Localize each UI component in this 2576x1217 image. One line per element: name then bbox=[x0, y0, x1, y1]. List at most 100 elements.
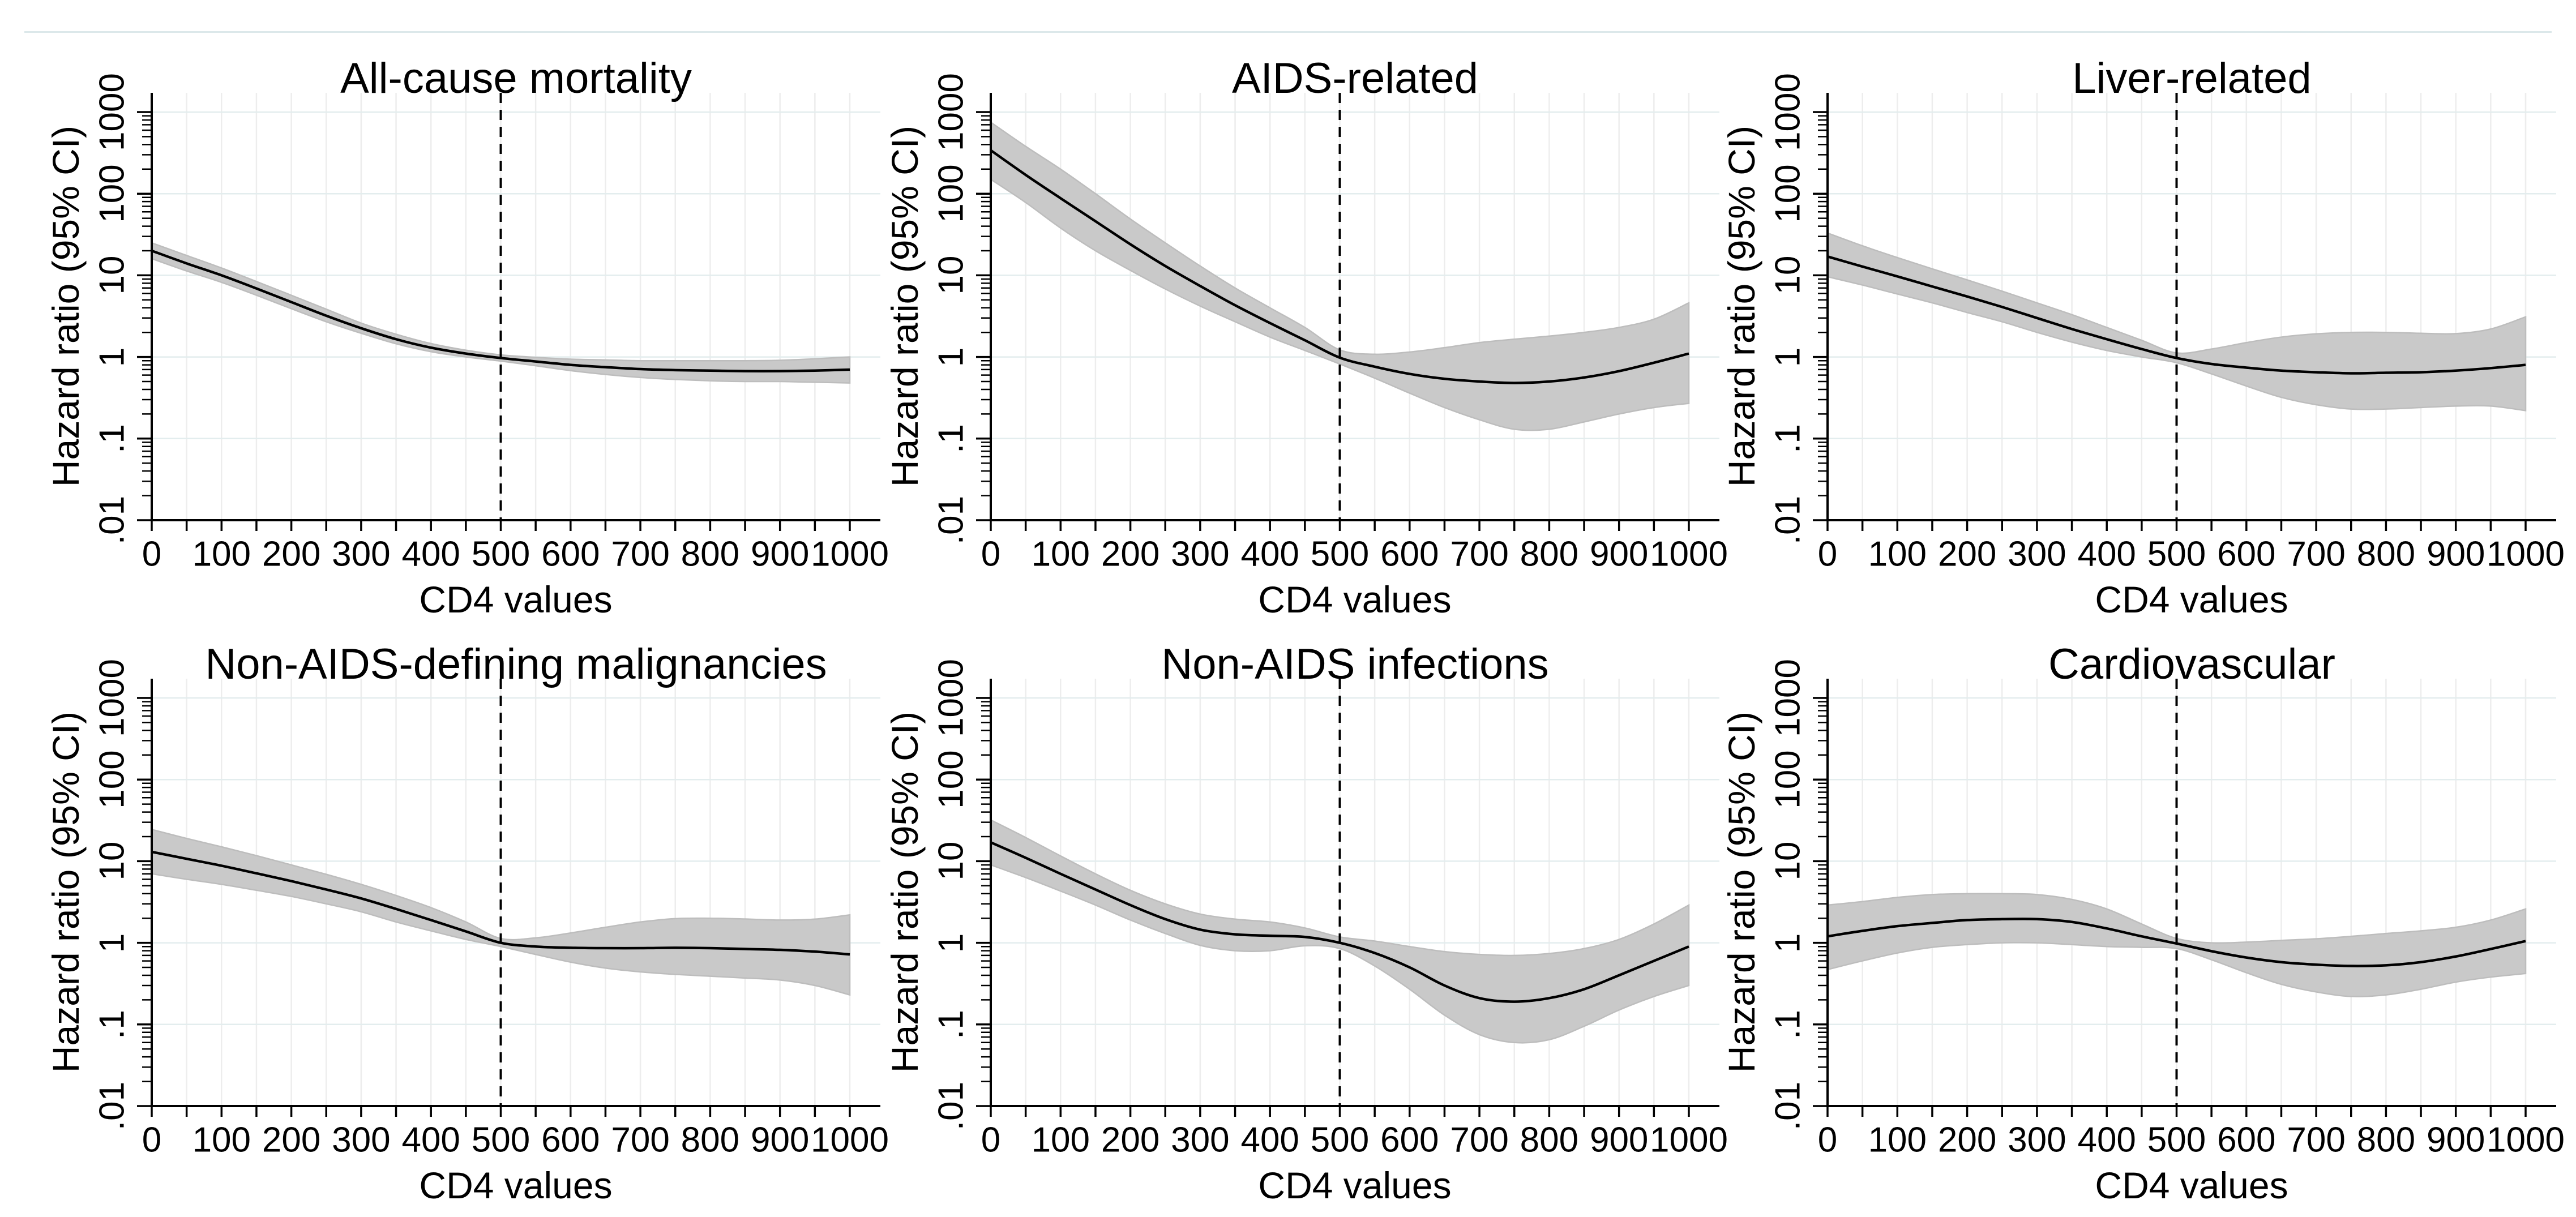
x-tick-label: 0 bbox=[981, 1120, 1001, 1160]
x-tick-label: 300 bbox=[1171, 1120, 1230, 1160]
y-ticks bbox=[137, 697, 152, 1107]
y-tick-label: 100 bbox=[92, 164, 132, 223]
y-ticks bbox=[976, 111, 991, 521]
y-ticks bbox=[1813, 697, 1828, 1107]
y-ticks bbox=[1813, 111, 1828, 521]
x-tick-label: 1000 bbox=[1650, 534, 1728, 574]
x-tick-label: 1000 bbox=[2487, 534, 2565, 574]
x-tick-label: 700 bbox=[1450, 534, 1509, 574]
x-tick-label: 200 bbox=[262, 1120, 321, 1160]
y-tick-label: 1000 bbox=[1768, 659, 1808, 737]
x-tick-label: 700 bbox=[2287, 534, 2346, 574]
vertical-gridlines bbox=[1862, 679, 2527, 1106]
hr-curve bbox=[1827, 255, 2526, 375]
x-tick-label: 600 bbox=[2217, 534, 2276, 574]
y-axis-title: Hazard ratio (95% CI) bbox=[45, 125, 87, 487]
x-ticks bbox=[151, 1106, 851, 1117]
x-axis-title: CD4 values bbox=[419, 1164, 613, 1206]
x-tick-label: 800 bbox=[2356, 534, 2416, 574]
y-tick-label: .01 bbox=[1768, 495, 1808, 545]
x-tick-label: 400 bbox=[2077, 534, 2136, 574]
panel-liver-related: Liver-related Hazard ratio (95% CI) CD4 … bbox=[1698, 9, 2565, 640]
x-tick-label: 300 bbox=[332, 534, 391, 574]
ci-band bbox=[990, 819, 1690, 1044]
x-axis-title: CD4 values bbox=[419, 578, 613, 620]
x-tick-label: 500 bbox=[1310, 1120, 1370, 1160]
x-tick-label: 600 bbox=[1380, 534, 1439, 574]
vertical-gridlines bbox=[1025, 93, 1690, 520]
x-axis-title: CD4 values bbox=[1258, 1164, 1452, 1206]
plot-canvas bbox=[976, 679, 1719, 1117]
vertical-gridlines bbox=[1862, 93, 2527, 520]
x-tick-label: 900 bbox=[2426, 1120, 2485, 1160]
plot-canvas bbox=[137, 679, 880, 1117]
x-tick-label: 500 bbox=[2147, 534, 2206, 574]
x-tick-label: 100 bbox=[1868, 1120, 1927, 1160]
x-tick-label: 100 bbox=[1868, 534, 1927, 574]
y-tick-label: 100 bbox=[931, 164, 971, 223]
x-tick-label: 200 bbox=[1937, 534, 1997, 574]
y-tick-label: 10 bbox=[931, 841, 971, 881]
x-tick-label: 100 bbox=[192, 1120, 251, 1160]
x-tick-label: 1000 bbox=[811, 534, 889, 574]
x-tick-label: 600 bbox=[1380, 1120, 1439, 1160]
y-tick-label: 1 bbox=[92, 933, 132, 953]
x-tick-label: 100 bbox=[1031, 534, 1090, 574]
x-tick-label: 0 bbox=[142, 534, 162, 574]
x-ticks bbox=[990, 1106, 1690, 1117]
x-tick-label: 1000 bbox=[811, 1120, 889, 1160]
panel-aids-related: AIDS-related Hazard ratio (95% CI) CD4 v… bbox=[862, 9, 1728, 640]
y-tick-label: 100 bbox=[1768, 164, 1808, 223]
x-tick-label: 900 bbox=[750, 1120, 810, 1160]
y-tick-label: 1000 bbox=[931, 659, 971, 737]
panel-title: Non-AIDS infections bbox=[1161, 640, 1549, 688]
y-tick-label: 100 bbox=[931, 750, 971, 809]
x-ticks bbox=[151, 520, 851, 531]
x-tick-label: 800 bbox=[2356, 1120, 2416, 1160]
y-tick-label: 1000 bbox=[931, 73, 971, 151]
vertical-gridlines bbox=[186, 93, 851, 520]
y-tick-label: 10 bbox=[92, 255, 132, 295]
ci-band bbox=[151, 828, 851, 996]
x-tick-label: 400 bbox=[401, 534, 460, 574]
x-tick-label: 300 bbox=[332, 1120, 391, 1160]
y-tick-label: .1 bbox=[92, 423, 132, 453]
horizontal-gridlines bbox=[152, 111, 880, 440]
y-tick-label: 1000 bbox=[92, 73, 132, 151]
y-tick-label: 1000 bbox=[1768, 73, 1808, 151]
x-tick-label: 200 bbox=[1937, 1120, 1997, 1160]
x-tick-label: 800 bbox=[1520, 1120, 1579, 1160]
y-tick-label: 10 bbox=[1768, 255, 1808, 295]
y-tick-label: .1 bbox=[92, 1009, 132, 1039]
ci-band bbox=[990, 121, 1690, 431]
figure-top-border bbox=[24, 31, 2552, 33]
y-axis-title: Hazard ratio (95% CI) bbox=[1721, 125, 1762, 487]
x-tick-label: 500 bbox=[471, 534, 530, 574]
x-ticks bbox=[1826, 520, 2527, 531]
panel-title: Cardiovascular bbox=[2048, 640, 2335, 688]
y-tick-label: .01 bbox=[931, 1081, 971, 1131]
panel-all-cause-mortality: All-cause mortality Hazard ratio (95% CI… bbox=[23, 9, 889, 640]
y-ticks bbox=[976, 697, 991, 1107]
x-tick-label: 400 bbox=[1240, 1120, 1299, 1160]
y-axis-title: Hazard ratio (95% CI) bbox=[884, 125, 926, 487]
panel-title: Non-AIDS-defining malignancies bbox=[205, 640, 827, 688]
y-tick-label: 1 bbox=[1768, 933, 1808, 953]
hr-curve bbox=[990, 149, 1689, 384]
x-tick-label: 200 bbox=[1101, 1120, 1160, 1160]
x-tick-label: 300 bbox=[2008, 534, 2066, 574]
y-tick-label: 10 bbox=[931, 255, 971, 295]
x-tick-label: 1000 bbox=[2487, 1120, 2565, 1160]
panel-non-aids-malignancies: Non-AIDS-defining malignancies Hazard ra… bbox=[23, 595, 889, 1217]
x-tick-label: 600 bbox=[541, 1120, 600, 1160]
y-tick-label: .01 bbox=[92, 1081, 132, 1131]
x-tick-label: 200 bbox=[262, 534, 321, 574]
hr-curve bbox=[990, 841, 1689, 1003]
x-axis-title: CD4 values bbox=[1258, 578, 1452, 620]
x-ticks bbox=[990, 520, 1690, 531]
y-tick-label: 100 bbox=[1768, 750, 1808, 809]
y-tick-label: .01 bbox=[92, 495, 132, 545]
panel-non-aids-infections: Non-AIDS infections Hazard ratio (95% CI… bbox=[862, 595, 1728, 1217]
x-tick-label: 800 bbox=[681, 1120, 740, 1160]
x-tick-label: 900 bbox=[1589, 1120, 1649, 1160]
